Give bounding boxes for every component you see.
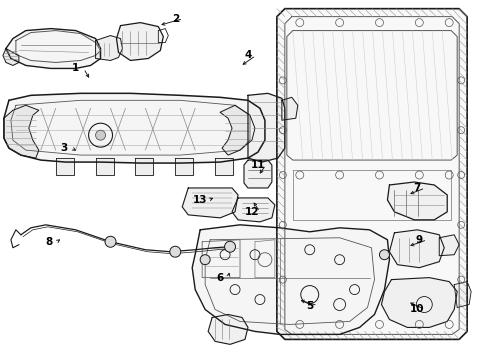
- Text: 4: 4: [245, 50, 252, 60]
- Polygon shape: [208, 315, 248, 345]
- Polygon shape: [6, 28, 100, 68]
- Polygon shape: [56, 158, 74, 175]
- Text: 9: 9: [416, 235, 423, 245]
- Polygon shape: [439, 235, 459, 256]
- Text: 13: 13: [193, 195, 207, 205]
- Circle shape: [170, 246, 181, 257]
- Polygon shape: [244, 160, 272, 188]
- Circle shape: [200, 255, 210, 265]
- Circle shape: [105, 236, 116, 247]
- Polygon shape: [192, 225, 390, 334]
- Polygon shape: [388, 182, 447, 220]
- Text: 10: 10: [410, 305, 424, 315]
- Polygon shape: [248, 93, 285, 162]
- Circle shape: [96, 130, 105, 140]
- Text: 11: 11: [251, 160, 265, 170]
- Text: 1: 1: [72, 63, 79, 73]
- Polygon shape: [232, 198, 275, 222]
- Polygon shape: [277, 9, 467, 339]
- Polygon shape: [382, 278, 457, 328]
- Polygon shape: [117, 23, 163, 60]
- Text: 12: 12: [245, 207, 259, 217]
- Polygon shape: [182, 188, 238, 218]
- Text: 7: 7: [414, 183, 421, 193]
- Text: 3: 3: [60, 143, 67, 153]
- Text: 5: 5: [306, 301, 314, 311]
- Polygon shape: [96, 36, 122, 60]
- Polygon shape: [215, 158, 233, 175]
- Polygon shape: [454, 282, 471, 307]
- Text: 2: 2: [172, 14, 179, 24]
- Text: 8: 8: [45, 237, 52, 247]
- Text: 6: 6: [217, 273, 224, 283]
- Polygon shape: [96, 158, 114, 175]
- Polygon shape: [175, 158, 193, 175]
- Polygon shape: [282, 97, 298, 120]
- Polygon shape: [220, 105, 255, 155]
- Polygon shape: [135, 158, 153, 175]
- Circle shape: [379, 250, 390, 260]
- Circle shape: [224, 241, 236, 252]
- Polygon shape: [4, 93, 265, 163]
- Polygon shape: [4, 105, 39, 158]
- Polygon shape: [390, 230, 444, 268]
- Polygon shape: [3, 49, 19, 66]
